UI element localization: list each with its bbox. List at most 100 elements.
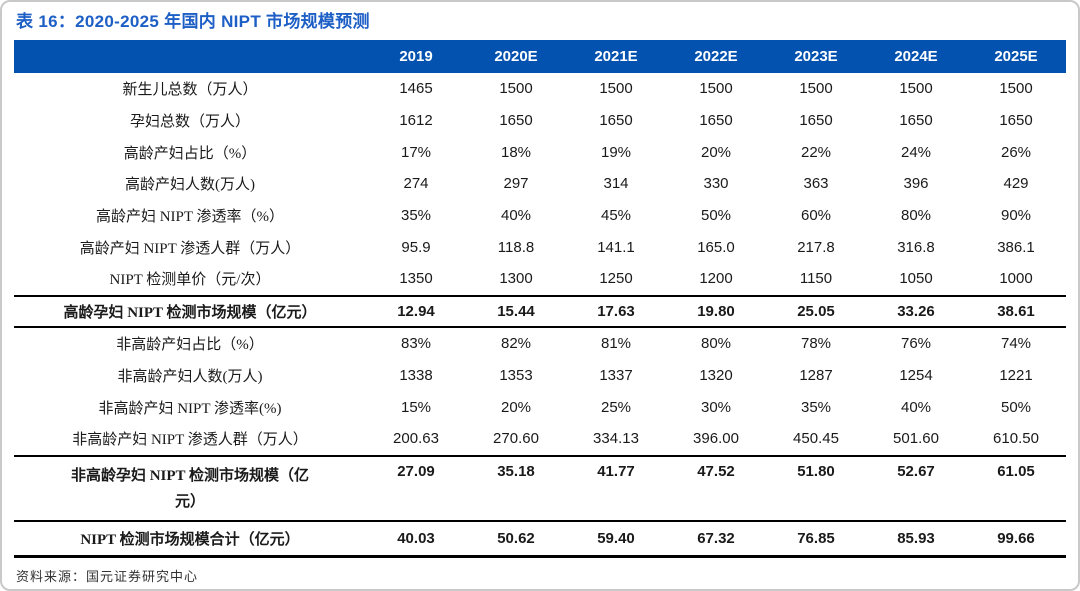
cell-value: 35%	[400, 207, 432, 225]
row-label: 非高龄产妇 NIPT 渗透人群（万人）	[72, 432, 308, 449]
cell-value: 200.63	[393, 430, 439, 448]
cell-value: 1500	[799, 80, 833, 98]
table-row: 非高龄孕妇 NIPT 检测市场规模（亿 元） 27.09 35.18 41.77 47.5…	[14, 454, 1066, 520]
cell-value: 78%	[800, 335, 832, 353]
cell-value: 80%	[900, 207, 932, 225]
cell-value: 25.05	[797, 302, 835, 320]
cell-value: 316.8	[897, 238, 935, 256]
cell-value: 52.67	[897, 462, 935, 480]
cell-value: 83%	[400, 335, 432, 353]
cell-value: 1650	[899, 112, 933, 130]
cell-value: 35.18	[497, 462, 535, 480]
cell-value: 90%	[1000, 207, 1032, 225]
table-row: 新生儿总数（万人） 1465 1500 1500 1500 1500 1500 1500	[14, 73, 1066, 105]
column-header: 2024E	[894, 48, 938, 65]
table-row: 高龄产妇 NIPT 渗透率（%） 35% 40% 45% 50% 60% 80% 90%	[14, 200, 1066, 232]
cell-value: 1500	[999, 80, 1033, 98]
cell-value: 18%	[500, 143, 532, 161]
cell-value: 50%	[1000, 398, 1032, 416]
cell-value: 450.45	[793, 430, 839, 448]
table-body: 新生儿总数（万人） 1465 1500 1500 1500 1500 1500 1500 孕妇总…	[14, 73, 1066, 558]
cell-value: 1337	[599, 366, 633, 384]
cell-value: 20%	[700, 143, 732, 161]
row-label: 非高龄产妇占比（%）	[116, 337, 264, 354]
table-row: 高龄产妇 NIPT 渗透人群（万人） 95.9 118.8 141.1 165.0 217…	[14, 231, 1066, 263]
cell-value: 67.32	[697, 529, 735, 547]
cell-value: 19.80	[697, 302, 735, 320]
cell-value: 20%	[500, 398, 532, 416]
cell-value: 12.94	[397, 302, 435, 320]
cell-value: 50.62	[497, 529, 535, 547]
cell-value: 297	[503, 175, 529, 193]
cell-value: 1320	[699, 366, 733, 384]
cell-value: 76%	[900, 335, 932, 353]
cell-value: 76.85	[797, 529, 835, 547]
cell-value: 47.52	[697, 462, 735, 480]
cell-value: 270.60	[493, 430, 539, 448]
column-header: 2022E	[694, 48, 738, 65]
cell-value: 1221	[999, 366, 1033, 384]
cell-value: 22%	[800, 143, 832, 161]
column-header: 2020E	[494, 48, 538, 65]
cell-value: 81%	[600, 335, 632, 353]
cell-value: 40.03	[397, 529, 435, 547]
cell-value: 45%	[600, 207, 632, 225]
table-row: 高龄孕妇 NIPT 检测市场规模（亿元） 12.94 15.44 17.63 19.80…	[14, 294, 1066, 328]
cell-value: 15%	[400, 398, 432, 416]
cell-value: 1353	[499, 366, 533, 384]
cell-value: 15.44	[497, 302, 535, 320]
cell-value: 38.61	[997, 302, 1035, 320]
table-row: 非高龄产妇 NIPT 渗透率(%) 15% 20% 25% 30% 35% 40% 50%	[14, 391, 1066, 423]
cell-value: 51.80	[797, 462, 835, 480]
cell-value: 26%	[1000, 143, 1032, 161]
cell-value: 82%	[500, 335, 532, 353]
table-row: 非高龄产妇 NIPT 渗透人群（万人） 200.63 270.60 334.13 396…	[14, 423, 1066, 455]
cell-value: 363	[803, 175, 829, 193]
cell-value: 396.00	[693, 430, 739, 448]
cell-value: 1050	[899, 270, 933, 288]
cell-value: 1350	[399, 270, 433, 288]
cell-value: 1650	[499, 112, 533, 130]
cell-value: 60%	[800, 207, 832, 225]
row-label: 非高龄产妇 NIPT 渗透率(%)	[98, 400, 282, 417]
column-header: 2019	[399, 48, 433, 65]
row-label: 孕妇总数（万人）	[129, 114, 250, 131]
cell-value: 396	[903, 175, 929, 193]
cell-value: 35%	[800, 398, 832, 416]
column-header: 2021E	[594, 48, 638, 65]
nipt-forecast-table: 2019 2020E 2021E 2022E 2023E 2024E 2025E 新生儿总数…	[14, 40, 1066, 558]
column-header: 2025E	[994, 48, 1038, 65]
cell-value: 1650	[699, 112, 733, 130]
cell-value: 386.1	[997, 238, 1035, 256]
cell-value: 33.26	[897, 302, 935, 320]
cell-value: 1300	[499, 270, 533, 288]
table-row: NIPT 检测单价（元/次） 1350 1300 1250 1200 1150 1050 10…	[14, 263, 1066, 295]
cell-value: 141.1	[597, 238, 635, 256]
cell-value: 1500	[699, 80, 733, 98]
cell-value: 1287	[799, 366, 833, 384]
cell-value: 30%	[700, 398, 732, 416]
cell-value: 1612	[399, 112, 433, 130]
cell-value: 50%	[700, 207, 732, 225]
cell-value: 17%	[400, 143, 432, 161]
cell-value: 19%	[600, 143, 632, 161]
cell-value: 1500	[899, 80, 933, 98]
row-label: NIPT 检测市场规模合计（亿元）	[80, 531, 300, 548]
cell-value: 1500	[499, 80, 533, 98]
table-row: 非高龄产妇占比（%） 83% 82% 81% 80% 78% 76% 74%	[14, 328, 1066, 360]
cell-value: 610.50	[993, 430, 1039, 448]
cell-value: 95.9	[401, 238, 431, 256]
cell-value: 330	[703, 175, 729, 193]
cell-value: 501.60	[893, 430, 939, 448]
cell-value: 118.8	[497, 238, 535, 256]
cell-value: 1150	[799, 270, 833, 288]
table-row: 高龄产妇人数(万人) 274 297 314 330 363 396 429	[14, 168, 1066, 200]
cell-value: 1650	[999, 112, 1033, 130]
cell-value: 80%	[700, 335, 732, 353]
source-note: 资料来源：国元证券研究中心	[16, 568, 199, 584]
cell-value: 17.63	[597, 302, 635, 320]
table-row: 高龄产妇占比（%） 17% 18% 19% 20% 22% 24% 26%	[14, 136, 1066, 168]
row-label: 新生儿总数（万人）	[122, 82, 258, 99]
cell-value: 1650	[799, 112, 833, 130]
